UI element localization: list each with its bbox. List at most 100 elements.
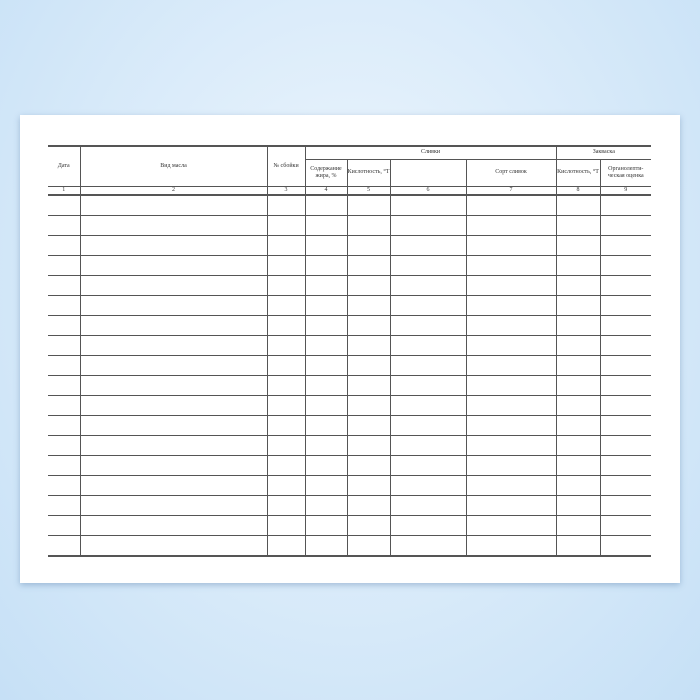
table-cell[interactable] bbox=[346, 414, 391, 436]
table-cell[interactable] bbox=[599, 214, 652, 236]
table-cell[interactable] bbox=[465, 334, 557, 356]
table-cell[interactable] bbox=[555, 414, 601, 436]
table-cell[interactable] bbox=[346, 274, 391, 296]
table-cell[interactable] bbox=[555, 434, 601, 456]
table-cell[interactable] bbox=[266, 534, 306, 557]
table-cell[interactable] bbox=[79, 474, 268, 496]
table-cell[interactable] bbox=[465, 214, 557, 236]
table-cell[interactable] bbox=[465, 354, 557, 376]
table-cell[interactable] bbox=[555, 494, 601, 516]
table-cell[interactable] bbox=[465, 434, 557, 456]
table-cell[interactable] bbox=[266, 454, 306, 476]
table-cell[interactable] bbox=[555, 214, 601, 236]
table-cell[interactable] bbox=[79, 274, 268, 296]
table-cell[interactable] bbox=[389, 394, 467, 416]
table-cell[interactable] bbox=[48, 374, 81, 396]
table-cell[interactable] bbox=[79, 494, 268, 516]
table-cell[interactable] bbox=[79, 514, 268, 536]
table-cell[interactable] bbox=[346, 394, 391, 416]
table-cell[interactable] bbox=[465, 234, 557, 256]
table-cell[interactable] bbox=[346, 294, 391, 316]
table-cell[interactable] bbox=[304, 414, 348, 436]
table-cell[interactable] bbox=[48, 193, 81, 216]
table-cell[interactable] bbox=[48, 394, 81, 416]
table-cell[interactable] bbox=[48, 234, 81, 256]
table-cell[interactable] bbox=[555, 534, 601, 557]
table-cell[interactable] bbox=[48, 514, 81, 536]
table-cell[interactable] bbox=[79, 214, 268, 236]
table-cell[interactable] bbox=[599, 374, 652, 396]
table-cell[interactable] bbox=[346, 214, 391, 236]
table-cell[interactable] bbox=[599, 414, 652, 436]
table-cell[interactable] bbox=[304, 434, 348, 456]
table-cell[interactable] bbox=[599, 193, 652, 216]
table-cell[interactable] bbox=[389, 534, 467, 557]
table-cell[interactable] bbox=[304, 474, 348, 496]
table-cell[interactable] bbox=[79, 334, 268, 356]
table-cell[interactable] bbox=[599, 354, 652, 376]
table-cell[interactable] bbox=[304, 254, 348, 276]
table-cell[interactable] bbox=[266, 514, 306, 536]
table-cell[interactable] bbox=[266, 334, 306, 356]
table-cell[interactable] bbox=[389, 234, 467, 256]
table-cell[interactable] bbox=[266, 314, 306, 336]
table-cell[interactable] bbox=[48, 454, 81, 476]
table-cell[interactable] bbox=[48, 434, 81, 456]
table-cell[interactable] bbox=[304, 354, 348, 376]
table-cell[interactable] bbox=[555, 374, 601, 396]
table-cell[interactable] bbox=[465, 394, 557, 416]
table-cell[interactable] bbox=[266, 434, 306, 456]
table-cell[interactable] bbox=[599, 254, 652, 276]
table-cell[interactable] bbox=[389, 374, 467, 396]
table-cell[interactable] bbox=[346, 534, 391, 557]
table-cell[interactable] bbox=[346, 454, 391, 476]
table-cell[interactable] bbox=[389, 494, 467, 516]
table-cell[interactable] bbox=[555, 394, 601, 416]
table-cell[interactable] bbox=[465, 414, 557, 436]
table-cell[interactable] bbox=[346, 514, 391, 536]
table-cell[interactable] bbox=[48, 474, 81, 496]
table-cell[interactable] bbox=[266, 354, 306, 376]
table-cell[interactable] bbox=[555, 234, 601, 256]
table-cell[interactable] bbox=[48, 414, 81, 436]
table-cell[interactable] bbox=[79, 534, 268, 557]
table-cell[interactable] bbox=[304, 274, 348, 296]
table-cell[interactable] bbox=[346, 434, 391, 456]
table-cell[interactable] bbox=[266, 214, 306, 236]
table-cell[interactable] bbox=[79, 254, 268, 276]
table-cell[interactable] bbox=[599, 234, 652, 256]
table-cell[interactable] bbox=[266, 374, 306, 396]
table-cell[interactable] bbox=[266, 254, 306, 276]
table-cell[interactable] bbox=[389, 274, 467, 296]
table-cell[interactable] bbox=[266, 234, 306, 256]
table-cell[interactable] bbox=[555, 274, 601, 296]
table-cell[interactable] bbox=[599, 274, 652, 296]
table-cell[interactable] bbox=[79, 394, 268, 416]
table-cell[interactable] bbox=[266, 474, 306, 496]
table-cell[interactable] bbox=[266, 294, 306, 316]
table-cell[interactable] bbox=[346, 254, 391, 276]
table-cell[interactable] bbox=[465, 274, 557, 296]
table-cell[interactable] bbox=[599, 494, 652, 516]
table-cell[interactable] bbox=[599, 394, 652, 416]
table-cell[interactable] bbox=[304, 494, 348, 516]
table-cell[interactable] bbox=[304, 294, 348, 316]
table-cell[interactable] bbox=[465, 314, 557, 336]
table-cell[interactable] bbox=[555, 454, 601, 476]
table-cell[interactable] bbox=[389, 254, 467, 276]
table-cell[interactable] bbox=[389, 214, 467, 236]
table-cell[interactable] bbox=[465, 193, 557, 216]
table-cell[interactable] bbox=[389, 514, 467, 536]
table-cell[interactable] bbox=[599, 454, 652, 476]
table-cell[interactable] bbox=[48, 534, 81, 557]
table-cell[interactable] bbox=[346, 474, 391, 496]
table-cell[interactable] bbox=[555, 193, 601, 216]
table-cell[interactable] bbox=[465, 294, 557, 316]
table-cell[interactable] bbox=[48, 294, 81, 316]
table-cell[interactable] bbox=[79, 414, 268, 436]
table-cell[interactable] bbox=[599, 514, 652, 536]
table-cell[interactable] bbox=[465, 474, 557, 496]
table-cell[interactable] bbox=[346, 334, 391, 356]
table-cell[interactable] bbox=[599, 334, 652, 356]
table-cell[interactable] bbox=[465, 494, 557, 516]
